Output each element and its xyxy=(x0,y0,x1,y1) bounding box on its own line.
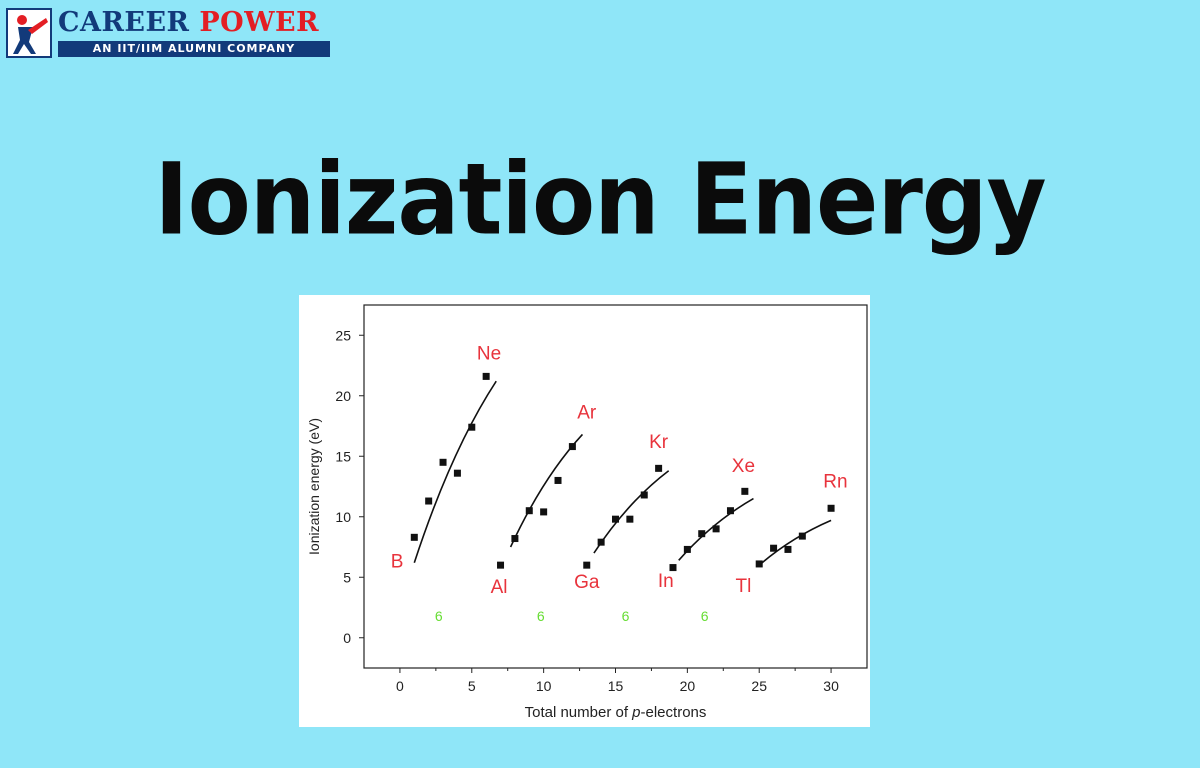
data-point xyxy=(741,487,749,495)
electron-count-label: 6 xyxy=(701,608,709,624)
data-point xyxy=(669,564,677,572)
brand-tagline: AN IIT/IIM ALUMNI COMPANY xyxy=(58,41,330,57)
page-title: Ionization Energy xyxy=(154,141,1046,258)
trend-curve xyxy=(593,470,670,554)
x-tick-label: 30 xyxy=(823,678,839,694)
element-label: Xe xyxy=(732,456,755,477)
trend-curve xyxy=(758,519,832,566)
data-point xyxy=(784,545,792,553)
element-label: In xyxy=(658,571,674,592)
brand-name-main: CAREER xyxy=(58,7,200,38)
trend-curve xyxy=(509,433,584,548)
data-point xyxy=(583,561,591,569)
electron-count-label: 6 xyxy=(622,608,630,624)
chart-panel: 0 5 10 15 20 25 30 0 5 10 15 20 25 Total number of p-… xyxy=(299,295,870,727)
data-point xyxy=(453,469,461,477)
element-label: Al xyxy=(491,577,508,598)
data-point xyxy=(439,458,447,466)
x-axis-label: Total number of p-electrons xyxy=(525,704,707,721)
y-tick-label: 0 xyxy=(343,630,351,646)
data-point xyxy=(540,508,548,516)
data-point xyxy=(712,525,720,533)
y-tick-label: 20 xyxy=(335,388,351,404)
element-label: Ne xyxy=(477,343,501,364)
data-point xyxy=(568,443,576,451)
element-label: Rn xyxy=(823,472,847,493)
data-point xyxy=(511,535,519,543)
data-point xyxy=(482,372,490,380)
data-point xyxy=(612,515,619,523)
data-point xyxy=(425,497,433,505)
data-point xyxy=(755,560,763,568)
ionization-energy-chart: 0 5 10 15 20 25 30 0 5 10 15 20 25 Total number of p-… xyxy=(306,304,868,721)
trend-curve xyxy=(413,380,497,563)
x-tick-label: 25 xyxy=(751,678,767,694)
x-tick-label: 0 xyxy=(396,678,404,694)
y-tick-label: 25 xyxy=(335,327,351,343)
x-tick-label: 10 xyxy=(536,678,552,694)
data-point xyxy=(798,532,806,540)
data-point xyxy=(497,561,505,569)
data-point xyxy=(726,507,734,515)
brand-name-accent: POWER xyxy=(199,7,320,38)
data-point xyxy=(626,515,634,523)
data-point xyxy=(698,530,706,538)
x-tick-label: 20 xyxy=(680,678,696,694)
data-point xyxy=(827,504,835,512)
data-point xyxy=(554,476,562,484)
brand-name: CAREER POWER xyxy=(58,8,319,38)
data-point xyxy=(655,464,663,472)
x-tick-label: 15 xyxy=(608,678,624,694)
element-label: B xyxy=(391,552,404,573)
y-tick-label: 5 xyxy=(343,569,351,585)
x-tick-label: 5 xyxy=(468,678,476,694)
data-point xyxy=(640,491,648,499)
electron-count-label: 6 xyxy=(537,608,545,624)
data-point xyxy=(410,533,418,541)
career-power-logo-icon xyxy=(6,8,52,58)
career-power-logo[interactable]: CAREER POWER AN IIT/IIM ALUMNI COMPANY xyxy=(6,6,331,58)
element-label: Ar xyxy=(577,403,597,424)
data-point xyxy=(683,545,691,553)
y-axis-label: Ionization energy (eV) xyxy=(306,418,322,555)
element-label: Tl xyxy=(735,576,751,597)
data-point xyxy=(770,544,778,552)
electron-count-label: 6 xyxy=(435,608,443,624)
element-label: Kr xyxy=(649,432,669,453)
y-tick-label: 10 xyxy=(335,509,351,525)
y-tick-label: 15 xyxy=(335,448,351,464)
data-point xyxy=(525,507,533,515)
data-point xyxy=(597,538,605,546)
data-point xyxy=(468,423,476,431)
element-label: Ga xyxy=(574,572,600,593)
